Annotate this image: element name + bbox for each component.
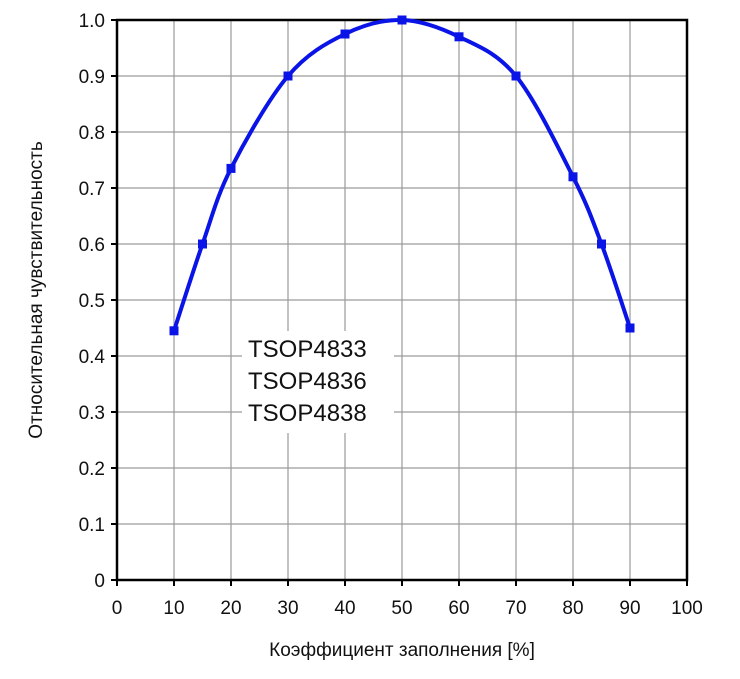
- grid: [117, 20, 687, 580]
- data-point-marker: [169, 326, 179, 336]
- y-tick-label: 0.3: [79, 403, 105, 424]
- x-tick-label: 30: [277, 598, 298, 619]
- data-point-marker: [283, 71, 293, 81]
- data-point-marker: [511, 71, 521, 81]
- x-tick-label: 40: [334, 598, 355, 619]
- y-tick-label: 0.1: [79, 515, 105, 536]
- axis-ticks: [111, 19, 688, 586]
- x-tick-labels: 0 10 20 30 40 50 60 70 80 90 100: [112, 598, 703, 619]
- data-point-marker: [198, 239, 207, 249]
- x-axis-title: Коэффициент заполнения [%]: [269, 640, 535, 661]
- y-tick-labels: 0 0.1 0.2 0.3 0.4 0.5 0.6 0.7 0.8 0.9 1.0: [79, 11, 106, 592]
- data-point-marker: [625, 323, 635, 333]
- x-tick-label: 50: [391, 598, 412, 619]
- data-point-marker: [568, 172, 578, 182]
- x-tick-label: 20: [220, 598, 241, 619]
- y-tick-label: 0: [94, 571, 105, 592]
- annotation-line-2: TSOP4836: [248, 368, 367, 395]
- y-tick-label: 0.7: [79, 179, 105, 200]
- x-tick-label: 10: [163, 598, 184, 619]
- y-tick-label: 0.4: [79, 347, 106, 368]
- y-axis-title: Относительная чувствительность: [26, 141, 47, 439]
- y-tick-label: 0.6: [79, 235, 105, 256]
- x-tick-label: 100: [671, 598, 703, 619]
- x-tick-label: 90: [619, 598, 640, 619]
- data-point-marker: [597, 239, 606, 249]
- data-point-marker: [397, 15, 407, 25]
- x-tick-label: 60: [448, 598, 469, 619]
- x-tick-label: 70: [505, 598, 526, 619]
- series-markers: [169, 15, 635, 336]
- annotation-line-3: TSOP4838: [248, 400, 367, 427]
- annotation-line-1: TSOP4833: [248, 336, 367, 363]
- annotation-background: [242, 331, 394, 433]
- y-tick-label: 0.2: [79, 459, 105, 480]
- x-tick-label: 80: [562, 598, 583, 619]
- y-tick-label: 0.8: [79, 123, 105, 144]
- data-point-marker: [340, 29, 350, 39]
- y-tick-label: 0.9: [79, 67, 105, 88]
- y-tick-label: 0.5: [79, 291, 105, 312]
- y-tick-label: 1.0: [79, 11, 105, 32]
- data-point-marker: [454, 32, 464, 42]
- x-tick-label: 0: [112, 598, 123, 619]
- data-point-marker: [226, 163, 236, 173]
